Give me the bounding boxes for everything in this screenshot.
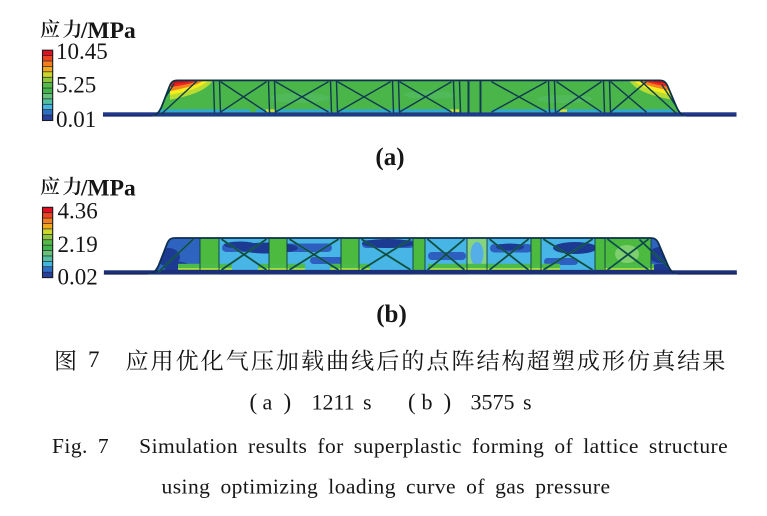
- svg-text:0.01: 0.01: [56, 107, 96, 132]
- svg-text:using optimizing loading curve: using optimizing loading curve of gas pr…: [162, 475, 611, 499]
- svg-text:1211: 1211: [312, 390, 355, 415]
- svg-text:s: s: [523, 390, 532, 415]
- svg-text:(: (: [250, 390, 258, 415]
- svg-text:2.19: 2.19: [58, 232, 98, 257]
- svg-text:0.02: 0.02: [58, 265, 98, 290]
- svg-text:): ): [284, 390, 292, 415]
- svg-text:/MPa: /MPa: [80, 18, 136, 44]
- svg-text:b: b: [422, 390, 433, 415]
- svg-text:s: s: [363, 390, 372, 415]
- svg-text:(b): (b): [376, 301, 407, 328]
- svg-text:/MPa: /MPa: [80, 175, 136, 201]
- svg-text:4.36: 4.36: [58, 199, 98, 224]
- svg-text:(: (: [408, 390, 416, 415]
- svg-text:a: a: [263, 390, 273, 415]
- svg-text:5.25: 5.25: [56, 73, 96, 98]
- svg-text:(a): (a): [375, 144, 404, 171]
- svg-text:10.45: 10.45: [56, 39, 108, 64]
- svg-text:): ): [444, 390, 452, 415]
- svg-text:7: 7: [88, 347, 100, 372]
- svg-text:Fig. 7 Simulation results fo: Fig. 7 Simulation results for superplast…: [52, 434, 728, 458]
- svg-text:3575: 3575: [471, 390, 515, 415]
